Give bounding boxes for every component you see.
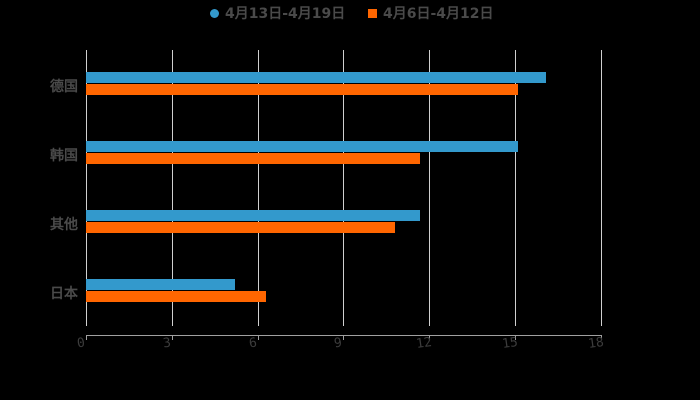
y-category-label: 德国 xyxy=(50,79,78,95)
x-tick-label: 12 xyxy=(415,334,433,353)
legend-item-series-1[interactable]: 4月13日-4月19日 xyxy=(210,3,345,23)
x-tick-label: 0 xyxy=(76,335,86,352)
x-tick xyxy=(258,335,259,340)
x-tick xyxy=(601,335,602,340)
x-tick xyxy=(429,335,430,340)
bar-series-1[interactable] xyxy=(86,279,235,290)
x-tick-label: 6 xyxy=(248,335,258,352)
bar-series-2[interactable] xyxy=(86,290,267,302)
y-category-label: 其他 xyxy=(50,217,78,233)
gridline xyxy=(343,50,344,326)
x-axis-line xyxy=(86,335,601,336)
y-category-label: 韩国 xyxy=(50,148,78,164)
gridline xyxy=(601,50,602,326)
legend: 4月13日-4月19日 4月6日-4月12日 xyxy=(0,3,700,23)
legend-item-series-2[interactable]: 4月6日-4月12日 xyxy=(368,3,494,23)
x-tick xyxy=(343,335,344,340)
gridline xyxy=(258,50,259,326)
square-marker-icon xyxy=(368,8,377,18)
y-category-label: 日本 xyxy=(50,286,78,302)
legend-label: 4月13日-4月19日 xyxy=(225,6,346,22)
x-tick-label: 18 xyxy=(587,334,605,353)
x-tick-label: 15 xyxy=(501,334,519,353)
gridline xyxy=(515,50,516,326)
circle-marker-icon xyxy=(210,8,219,18)
x-tick xyxy=(86,335,87,340)
bar-series-2[interactable] xyxy=(86,221,395,233)
gridline xyxy=(429,50,430,326)
x-tick-label: 3 xyxy=(162,335,172,352)
gridline xyxy=(86,50,87,326)
gridline xyxy=(172,50,173,326)
x-tick-label: 9 xyxy=(333,335,343,352)
bar-series-2[interactable] xyxy=(86,83,518,95)
x-tick xyxy=(515,335,516,340)
bar-series-2[interactable] xyxy=(86,152,421,164)
x-tick xyxy=(172,335,173,340)
bar-series-1[interactable] xyxy=(86,141,518,152)
bar-series-1[interactable] xyxy=(86,210,421,221)
bar-series-1[interactable] xyxy=(86,72,547,83)
legend-label: 4月6日-4月12日 xyxy=(383,6,494,22)
